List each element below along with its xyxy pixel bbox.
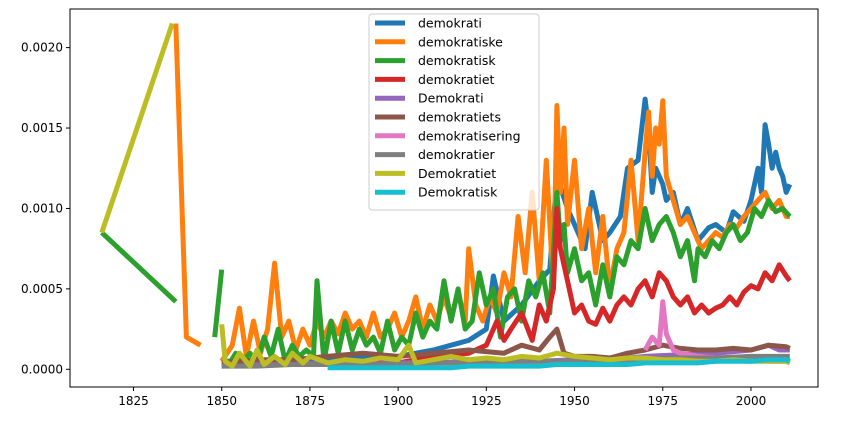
series-line-demokratiet xyxy=(221,206,792,369)
x-tick-label: 1850 xyxy=(206,394,237,408)
legend-label: Demokratiet xyxy=(418,166,496,181)
plot-frame xyxy=(69,8,819,388)
legend-label: demokratiets xyxy=(418,110,501,125)
series-line-Demokratisk xyxy=(327,357,791,371)
x-tick-label: 1825 xyxy=(118,394,149,408)
x-tick-label: 1900 xyxy=(383,394,414,408)
x-tick-label: 1925 xyxy=(471,394,502,408)
series-line-demokrati xyxy=(221,96,793,364)
series-line-demokratisk xyxy=(100,189,792,366)
x-tick-label: 2000 xyxy=(736,394,767,408)
series-line-Demokratiet xyxy=(99,22,791,369)
legend-label: demokrati xyxy=(418,16,482,31)
x-tick-label: 1975 xyxy=(647,394,678,408)
y-tick-label: 0.0010 xyxy=(21,201,63,215)
series-line-demokratiske xyxy=(173,23,790,363)
legend-label: demokratier xyxy=(418,147,496,162)
series-line-demokratier xyxy=(221,353,790,369)
x-tick-label: 1950 xyxy=(559,394,590,408)
y-tick-label: 0.0015 xyxy=(21,121,63,135)
legend: demokrati demokratiske demokratisk demokrat… xyxy=(368,13,540,211)
legend-label: Demokrati xyxy=(418,91,484,106)
y-axis: 0.0000 0.0005 0.0010 0.0015 0.0020 xyxy=(21,41,70,376)
x-tick-label: 1875 xyxy=(295,394,326,408)
legend-box xyxy=(368,13,540,211)
legend-label: demokratiske xyxy=(418,34,503,49)
x-axis: 1825 1850 1875 1900 1925 1950 1975 2000 xyxy=(118,387,766,408)
legend-label: demokratisk xyxy=(418,53,496,68)
legend-label: Demokratisk xyxy=(418,185,498,200)
legend-label: demokratiet xyxy=(418,72,495,87)
legend-label: demokratisering xyxy=(418,128,521,143)
y-tick-label: 0.0000 xyxy=(21,362,63,376)
y-tick-label: 0.0005 xyxy=(21,282,63,296)
series-layer xyxy=(99,22,793,371)
y-tick-label: 0.0020 xyxy=(21,41,63,55)
